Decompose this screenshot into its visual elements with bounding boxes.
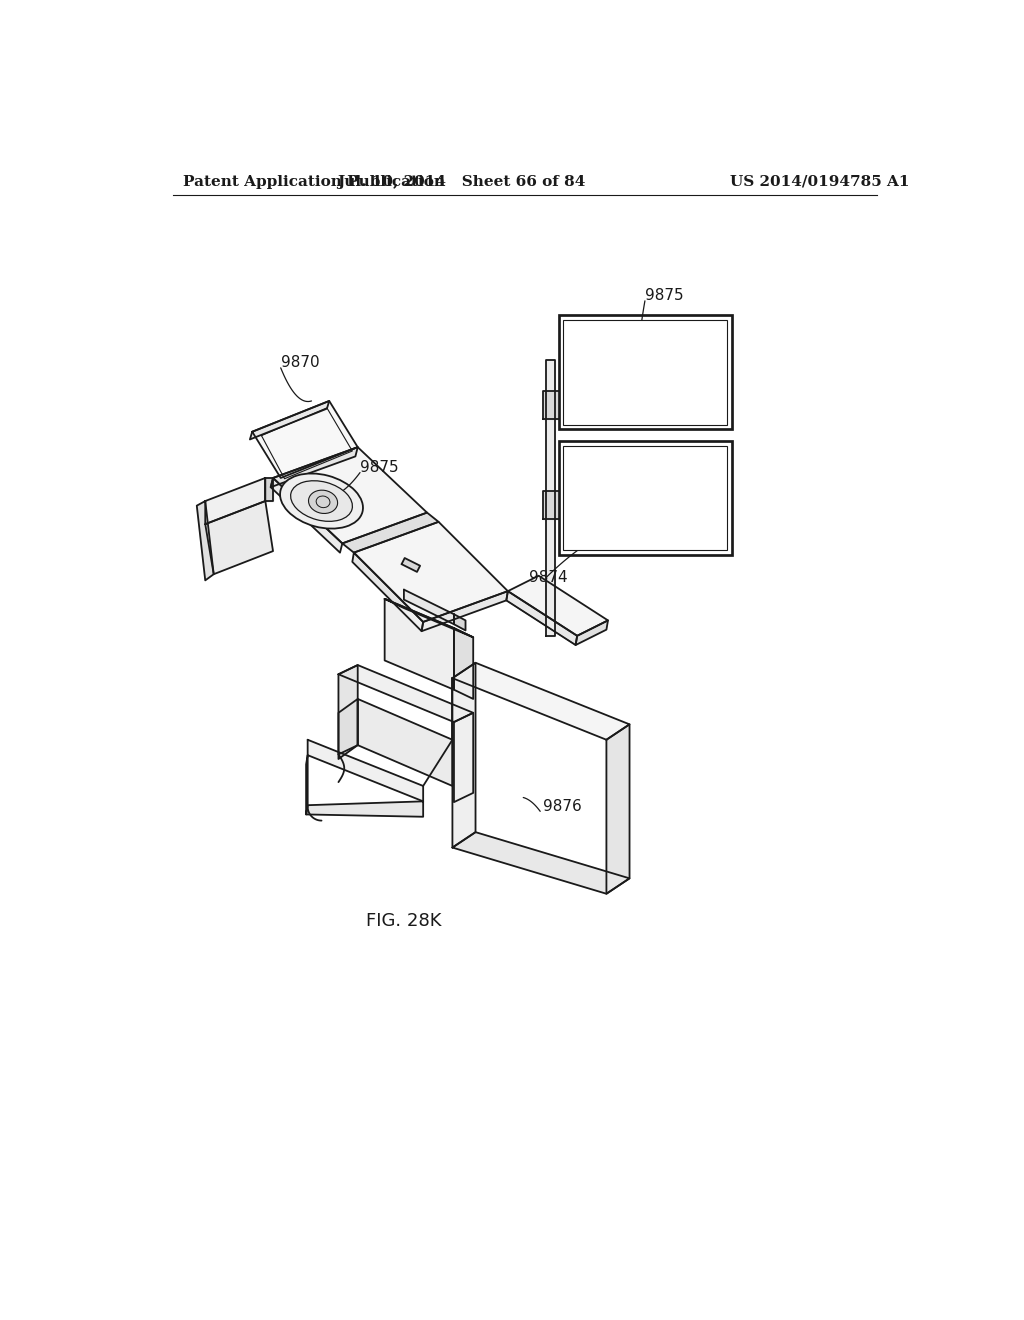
Text: US 2014/0194785 A1: US 2014/0194785 A1 — [730, 174, 909, 189]
Polygon shape — [273, 447, 427, 544]
Ellipse shape — [291, 480, 352, 521]
Polygon shape — [306, 755, 307, 814]
Polygon shape — [354, 521, 508, 622]
Polygon shape — [307, 739, 423, 801]
Polygon shape — [453, 663, 475, 847]
Polygon shape — [270, 447, 357, 487]
Polygon shape — [197, 502, 214, 581]
Bar — [559, 315, 732, 429]
Polygon shape — [385, 599, 454, 689]
Polygon shape — [454, 628, 473, 700]
Polygon shape — [546, 360, 555, 636]
Polygon shape — [401, 558, 420, 572]
Text: 9870: 9870 — [281, 355, 319, 370]
Polygon shape — [250, 401, 330, 440]
Bar — [563, 321, 727, 425]
Polygon shape — [352, 553, 423, 631]
Polygon shape — [453, 663, 630, 739]
Polygon shape — [606, 725, 630, 894]
Bar — [563, 446, 727, 550]
Text: 9875: 9875 — [645, 288, 684, 304]
Polygon shape — [357, 700, 453, 785]
Polygon shape — [252, 401, 357, 478]
Ellipse shape — [308, 490, 338, 513]
Polygon shape — [306, 801, 423, 817]
Text: FIG. 28K: FIG. 28K — [367, 912, 441, 929]
Polygon shape — [422, 591, 508, 631]
Text: 9874: 9874 — [529, 570, 568, 585]
Text: 9875: 9875 — [360, 461, 398, 475]
Polygon shape — [205, 502, 273, 574]
Polygon shape — [454, 614, 466, 631]
Polygon shape — [205, 478, 265, 524]
Polygon shape — [543, 391, 567, 418]
Polygon shape — [403, 590, 454, 624]
Polygon shape — [575, 620, 608, 645]
Polygon shape — [265, 478, 273, 502]
Text: Jul. 10, 2014   Sheet 66 of 84: Jul. 10, 2014 Sheet 66 of 84 — [338, 174, 586, 189]
Polygon shape — [454, 713, 473, 803]
Text: 9876: 9876 — [543, 799, 582, 814]
Text: Patent Application Publication: Patent Application Publication — [183, 174, 444, 189]
Bar — [559, 441, 732, 554]
Polygon shape — [270, 478, 342, 553]
Polygon shape — [339, 700, 357, 759]
Polygon shape — [342, 512, 438, 553]
Polygon shape — [508, 576, 608, 636]
Polygon shape — [506, 591, 578, 645]
Polygon shape — [543, 491, 567, 519]
Polygon shape — [339, 665, 473, 722]
Polygon shape — [453, 832, 630, 894]
Ellipse shape — [280, 474, 362, 528]
Polygon shape — [385, 599, 473, 638]
Polygon shape — [339, 665, 357, 755]
